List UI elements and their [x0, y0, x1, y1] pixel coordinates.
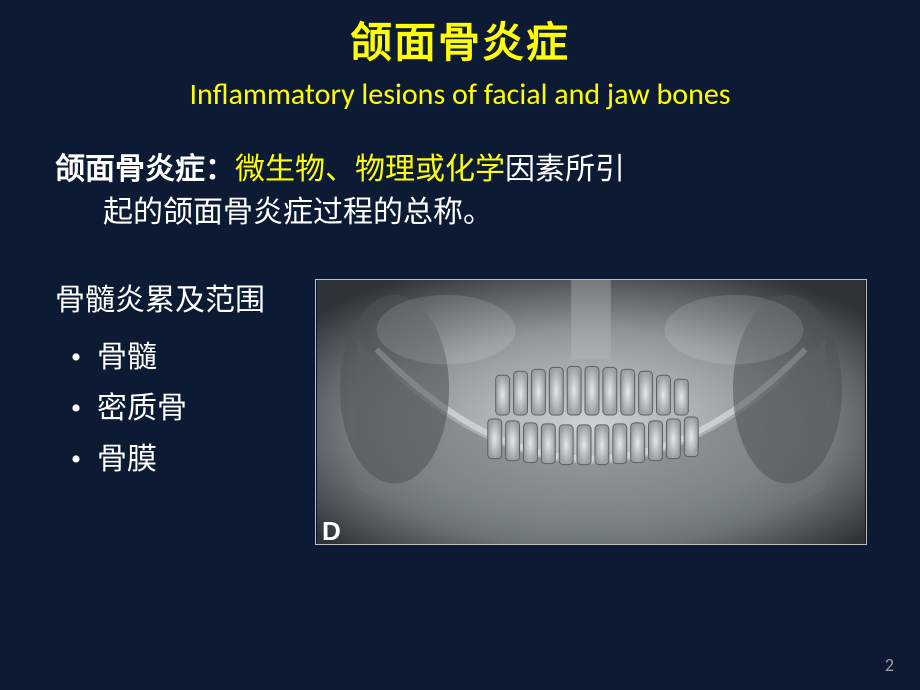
scope-list: 骨髓 密质骨 骨膜: [55, 332, 305, 485]
definition-term: 颌面骨炎症：: [55, 153, 235, 186]
lower-row: 骨髓炎累及范围 骨髓 密质骨 骨膜: [55, 275, 865, 545]
slide: 颌面骨炎症 Inflammatory lesions of facial and…: [0, 0, 920, 690]
definition-paragraph: 颌面骨炎症：微生物、物理或化学因素所引 起的颌面骨炎症过程的总称。: [55, 148, 865, 235]
list-item: 骨膜: [55, 434, 305, 485]
definition-highlight: 微生物、物理或化学: [235, 153, 505, 186]
definition-tail-1: 因素所引: [505, 153, 625, 186]
scope-block: 骨髓炎累及范围 骨髓 密质骨 骨膜: [55, 275, 305, 485]
image-corner-label: D: [322, 516, 341, 545]
xray-svg-placeholder: [316, 280, 866, 544]
title-block: 颌面骨炎症 Inflammatory lesions of facial and…: [55, 18, 865, 114]
list-item: 密质骨: [55, 383, 305, 434]
page-number: 2: [885, 654, 894, 676]
title-chinese: 颌面骨炎症: [55, 18, 865, 71]
scope-heading: 骨髓炎累及范围: [55, 275, 305, 326]
definition-line2: 起的颌面骨炎症过程的总称。: [55, 191, 865, 235]
slide-body: 颌面骨炎症：微生物、物理或化学因素所引 起的颌面骨炎症过程的总称。 骨髓炎累及范…: [55, 148, 865, 545]
list-item: 骨髓: [55, 332, 305, 383]
panoramic-xray-image: D: [315, 279, 867, 545]
title-english: Inflammatory lesions of facial and jaw b…: [55, 75, 865, 114]
